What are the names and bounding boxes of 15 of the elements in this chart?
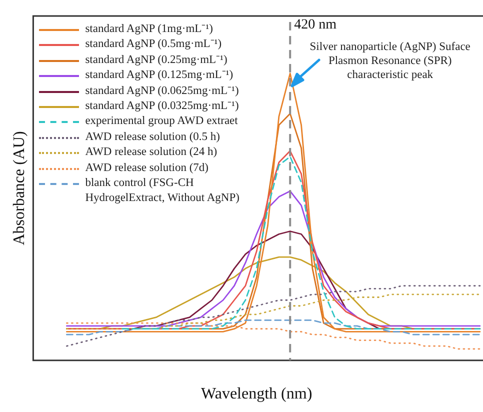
legend-label: AWD release solution (24 h) — [85, 145, 218, 160]
legend-label: experimental group AWD extraet — [85, 114, 238, 130]
legend-label: AWD release solution (0.5 h) — [85, 130, 220, 145]
legend-label: standard AgNP (0.125mg·mL⁻¹) — [85, 68, 234, 84]
y-axis-title: Absorbance (AU) — [10, 131, 28, 246]
x-axis-title: Wavelength (nm) — [201, 386, 312, 403]
legend-label: standard AgNP (0.25mg·mL⁻¹) — [85, 52, 228, 68]
legend-label: standard AgNP (0.5mg·mL⁻¹) — [85, 37, 222, 52]
legend-label: standard AgNP (1mg·mL⁻¹) — [85, 22, 213, 37]
annotation: Silver nanoparticle (AgNP) Suface Plasmon Resonance (SPR) characteristic peak — [308, 40, 472, 82]
legend-label: standard AgNP (0.0325mg·mL⁻¹) — [85, 99, 239, 114]
legend-label: AWD release solution (7d) — [85, 160, 208, 176]
legend-label: standard AgNP (0.0625mg·mL⁻¹) — [85, 84, 239, 99]
legend-label: blank control (FSG-CH HydrogelExtract, Without AgNP) — [85, 176, 240, 206]
text: 420 nm — [294, 18, 337, 33]
